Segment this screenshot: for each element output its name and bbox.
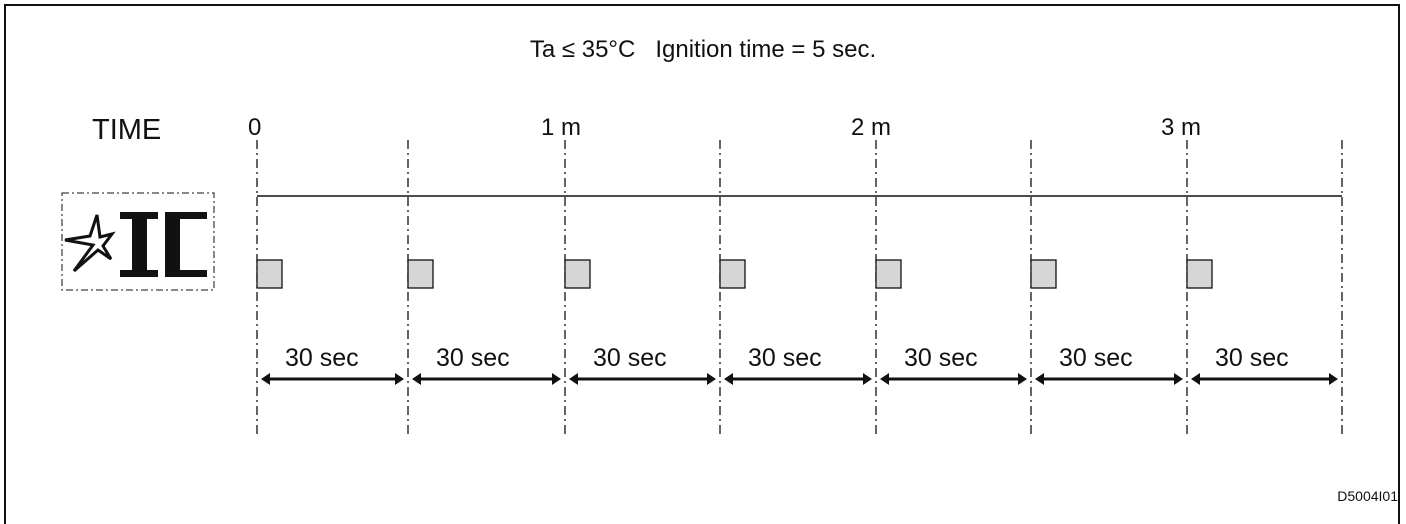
time-tick-label: 1 m <box>541 114 582 141</box>
interval-duration-label: 30 sec <box>1059 344 1133 372</box>
ignition-pulses <box>256 259 1213 289</box>
ignition-pulse <box>1030 259 1057 289</box>
interval-duration-label: 30 sec <box>904 344 978 372</box>
interval-arrow <box>261 373 404 385</box>
interval-arrow <box>569 373 716 385</box>
interval-arrow <box>880 373 1027 385</box>
interval-arrow <box>1191 373 1338 385</box>
interval-arrows <box>261 373 1338 385</box>
ignition-pulse <box>564 259 591 289</box>
interval-arrow <box>1035 373 1183 385</box>
diagram-frame <box>4 4 1400 524</box>
figure-code: D5004I01 <box>1337 488 1398 504</box>
time-axis-label: TIME <box>92 114 162 146</box>
interval-arrow <box>724 373 872 385</box>
interval-duration-label: 30 sec <box>285 344 359 372</box>
interval-duration-label: 30 sec <box>748 344 822 372</box>
time-tick-label: 3 m <box>1161 114 1202 141</box>
time-tick-label: 2 m <box>851 114 892 141</box>
ignition-pulse <box>407 259 434 289</box>
interval-duration-label: 30 sec <box>593 344 667 372</box>
interval-duration-label: 30 sec <box>436 344 510 372</box>
interval-arrow <box>412 373 561 385</box>
ignition-pulse <box>1186 259 1213 289</box>
interval-gridlines <box>256 140 1343 437</box>
diagram-title: Ta ≤ 35°C Ignition time = 5 sec. <box>529 36 877 63</box>
ignition-indicator-icon <box>61 192 215 291</box>
ignition-pulse <box>256 259 283 289</box>
interval-duration-label: 30 sec <box>1215 344 1289 372</box>
time-tick-label: 0 <box>248 114 262 141</box>
ignition-pulse <box>719 259 746 289</box>
ignition-pulse <box>875 259 902 289</box>
